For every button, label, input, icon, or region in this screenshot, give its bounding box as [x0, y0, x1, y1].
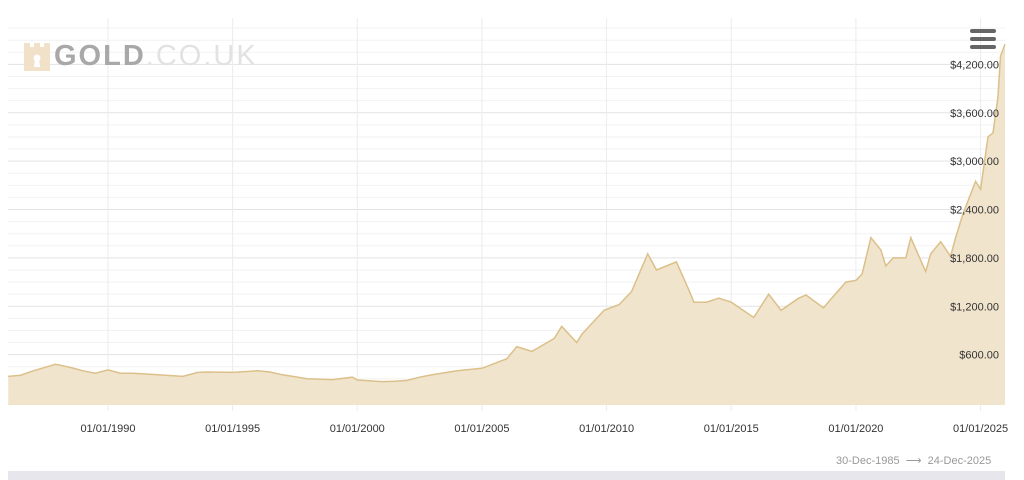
- y-tick-label: $1,800.00: [950, 253, 999, 265]
- hamburger-menu-icon[interactable]: [970, 29, 996, 49]
- x-tick-label: 01/01/2025: [953, 423, 1008, 435]
- y-tick-label: $600.00: [959, 350, 999, 362]
- x-tick-label: 01/01/2020: [828, 423, 883, 435]
- range-to[interactable]: 24-Dec-2025: [927, 455, 992, 467]
- navigator-scrollbar[interactable]: [8, 471, 1005, 480]
- x-tick-label: 01/01/2010: [579, 423, 634, 435]
- y-tick-label: $3,000.00: [950, 156, 999, 168]
- x-tick-label: 01/01/2015: [704, 423, 759, 435]
- castle-keyhole-icon: [24, 42, 50, 71]
- y-tick-label: $1,200.00: [950, 301, 999, 313]
- x-tick-label: 01/01/2000: [330, 423, 385, 435]
- range-from[interactable]: 30-Dec-1985: [836, 455, 900, 467]
- logo-brand: GOLD: [54, 40, 146, 72]
- date-range: 30-Dec-1985 ⟶ 24-Dec-2025: [836, 454, 991, 467]
- y-tick-label: $3,600.00: [950, 108, 999, 120]
- y-tick-label: $2,400.00: [950, 205, 999, 217]
- arrow-right-icon: ⟶: [905, 455, 922, 467]
- price-line: [8, 43, 1006, 383]
- logo-domain: .CO.UK: [145, 40, 258, 72]
- x-tick-label: 01/01/1990: [80, 423, 135, 435]
- x-tick-label: 01/01/1995: [205, 423, 260, 435]
- logo: GOLD .CO.UK: [24, 40, 258, 73]
- x-tick-label: 01/01/2005: [454, 423, 509, 435]
- y-tick-label: $4,200.00: [950, 59, 999, 71]
